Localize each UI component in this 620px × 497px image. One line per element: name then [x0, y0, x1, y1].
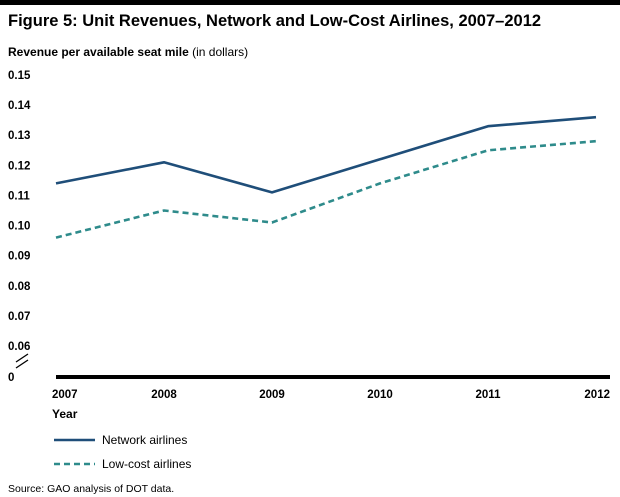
y-tick-label: 0.08 — [8, 281, 31, 293]
x-tick-label: 2007 — [52, 389, 78, 401]
y-tick-label: 0 — [8, 372, 14, 384]
y-tick-label: 0.06 — [8, 341, 30, 353]
x-axis-ticks: 2007 2008 2009 2010 2011 2012 — [52, 389, 610, 401]
axis-break-icon — [15, 353, 29, 369]
y-axis-label-unit: (in dollars) — [192, 45, 249, 59]
y-tick-label: 0.13 — [8, 130, 30, 142]
figure-title: Figure 5: Unit Revenues, Network and Low… — [8, 12, 542, 30]
y-tick-label: 0.11 — [8, 190, 30, 202]
x-tick-label: 2009 — [259, 389, 285, 401]
y-tick-label: 0.09 — [8, 251, 30, 263]
x-tick-label: 2012 — [584, 389, 610, 401]
legend-label: Low-cost airlines — [102, 457, 191, 471]
y-axis-label: Revenue per available seat mile (in doll… — [8, 45, 248, 59]
source-note: Source: GAO analysis of DOT data. — [8, 483, 175, 495]
title-rule — [0, 0, 620, 5]
y-axis-label-main: Revenue per available seat mile — [8, 45, 189, 59]
series-lines — [55, 115, 597, 239]
y-tick-label: 0.14 — [8, 100, 31, 112]
x-axis-title: Year — [52, 407, 78, 421]
y-tick-label: 0.12 — [8, 160, 30, 172]
x-tick-label: 2008 — [151, 389, 177, 401]
legend: Network airlines Low-cost airlines — [54, 433, 191, 471]
series-line-network-airlines — [55, 115, 597, 194]
y-tick-label: 0.10 — [8, 221, 30, 233]
y-tick-label: 0.07 — [8, 311, 30, 323]
x-tick-label: 2010 — [367, 389, 393, 401]
series-line-low-cost-airlines — [55, 139, 597, 239]
x-tick-label: 2011 — [476, 389, 502, 401]
y-tick-label: 0.15 — [8, 70, 31, 82]
y-axis-ticks: 0.15 0.14 0.13 0.12 0.11 0.10 0.09 0.08 0.07 0.06… — [8, 70, 31, 384]
legend-label: Network airlines — [102, 433, 187, 447]
